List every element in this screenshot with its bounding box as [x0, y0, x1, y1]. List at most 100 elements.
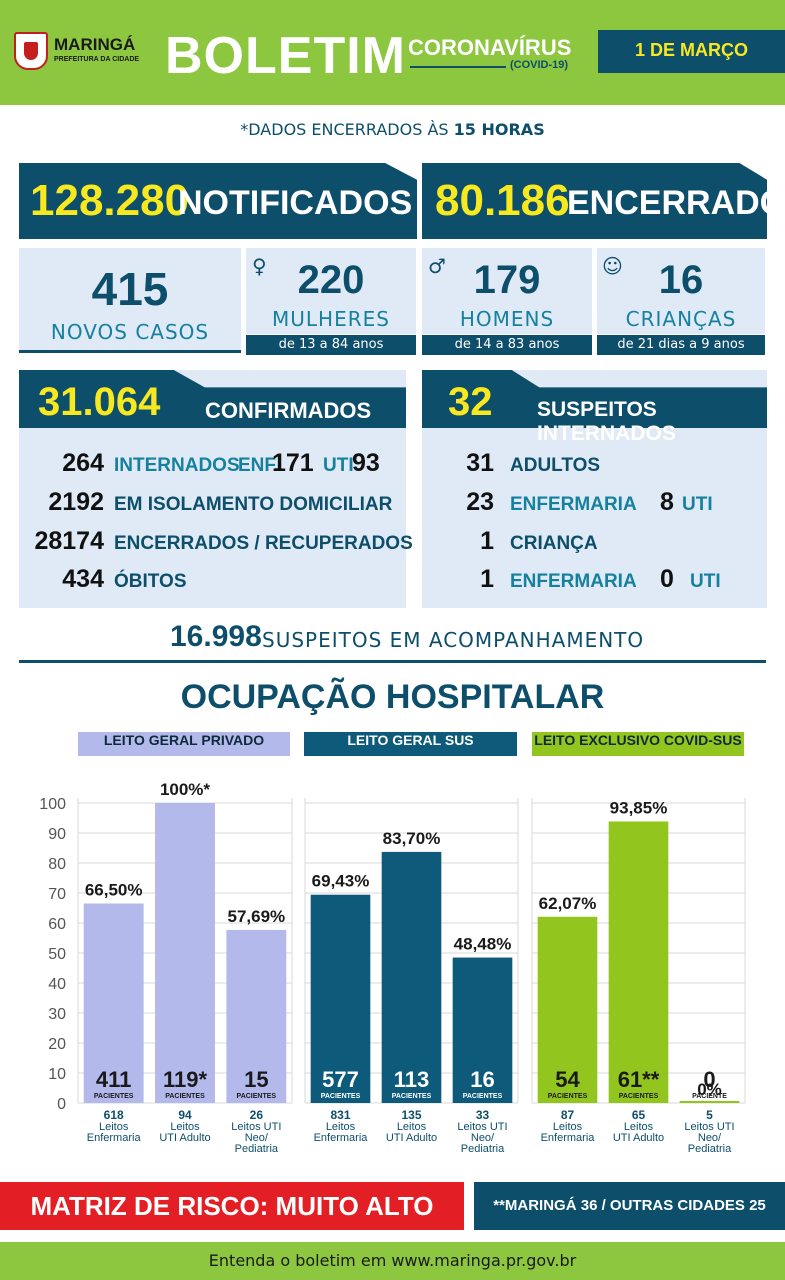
women-card: [246, 248, 416, 334]
isolation-number: 2192: [48, 488, 104, 516]
bulletin-title: BOLETIM: [165, 27, 406, 85]
children-number: 16: [658, 258, 704, 302]
closed-banner: [422, 163, 767, 239]
women-age-range: de 13 a 84 anos: [246, 335, 416, 355]
y-tick-label: 60: [48, 916, 66, 933]
child-ward-label: ENFERMARIA: [510, 571, 637, 592]
adult-icu-number: 8: [660, 488, 674, 516]
men-card: [422, 248, 592, 334]
bar-patients-number: 577: [322, 1067, 359, 1092]
bar: [226, 929, 287, 1103]
new-cases-underline: [19, 350, 241, 353]
bar: [537, 916, 598, 1103]
men-number: 179: [473, 258, 541, 302]
bar-value-label: 62,07%: [539, 894, 597, 913]
men-label: HOMENS: [459, 307, 555, 331]
x-category-label: UTI Adulto: [386, 1132, 437, 1144]
y-tick-label: 100: [39, 796, 66, 813]
x-category-label: UTI Adulto: [159, 1132, 210, 1144]
child-icu-label: UTI: [690, 571, 721, 592]
man-icon: ♂: [428, 254, 446, 278]
closed-number: 80.186: [435, 176, 570, 225]
bar-patients-number: 16: [470, 1067, 494, 1092]
bar: [310, 894, 371, 1103]
x-category-label: Leitos: [170, 1121, 200, 1133]
child-number: 1: [480, 527, 494, 555]
bar-patients-label: PACIENTES: [94, 1093, 134, 1100]
bar-patients-label: PACIENTE: [692, 1093, 727, 1100]
x-category-label: 33: [476, 1108, 490, 1122]
data-cutoff-note: *DADOS ENCERRADOS ÀS 15 HORAS: [0, 120, 785, 139]
y-tick-label: 90: [48, 826, 66, 843]
men-age-range: de 14 a 83 anos: [422, 335, 592, 355]
suspects-number: 32: [448, 380, 493, 424]
bar-patients-label: PACIENTES: [165, 1093, 205, 1100]
x-category-label: 94: [178, 1108, 192, 1122]
adults-label: ADULTOS: [510, 455, 601, 476]
x-category-label: 65: [632, 1108, 646, 1122]
x-category-label: Leitos: [326, 1121, 356, 1133]
bar-value-label: 0%: [697, 1080, 722, 1099]
icu-number: 93: [352, 449, 380, 477]
bar-value-label: 100%*: [160, 780, 210, 799]
occupation-title: OCUPAÇÃO HOSPITALAR: [180, 678, 605, 716]
icu-label: UTI: [323, 455, 354, 476]
y-tick-label: 70: [48, 886, 66, 903]
new-cases-number: 415: [91, 263, 169, 315]
x-category-label: Pediatria: [461, 1143, 505, 1155]
x-category-label: Leitos UTI: [457, 1121, 507, 1133]
confirmed-number: 31.064: [38, 380, 161, 424]
followup-number: 16.998: [170, 620, 262, 653]
notified-banner: [19, 163, 417, 239]
bar-value-label: 93,85%: [610, 798, 668, 817]
risk-matrix-banner: MATRIZ DE RISCO: MUITO ALTO: [0, 1182, 464, 1230]
y-tick-label: 0: [57, 1096, 66, 1113]
bar-value-label: 83,70%: [383, 829, 441, 848]
bar-value-label: 66,50%: [85, 881, 143, 900]
notified-number: 128.280: [30, 176, 190, 225]
bar-patients-label: PACIENTES: [463, 1093, 503, 1100]
bar-value-label: 69,43%: [312, 872, 370, 891]
children-age-range: de 21 dias a 9 anos: [597, 335, 765, 355]
x-category-label: Enfermaria: [87, 1132, 142, 1144]
women-label: MULHERES: [272, 307, 390, 331]
children-card: [597, 248, 765, 334]
x-category-label: 87: [561, 1108, 575, 1122]
child-icu-number: 0: [660, 565, 674, 593]
x-category-label: Leitos UTI: [684, 1121, 734, 1133]
x-category-label: Neo/: [471, 1132, 495, 1144]
hospitalized-label: INTERNADOS: [114, 455, 240, 476]
confirmed-label: CONFIRMADOS: [205, 398, 372, 423]
bar: [381, 851, 442, 1103]
bar-patients-number: 61**: [618, 1067, 660, 1092]
y-tick-label: 10: [48, 1066, 66, 1083]
bar-patients-label: PACIENTES: [548, 1093, 588, 1100]
x-category-label: Enfermaria: [314, 1132, 369, 1144]
deaths-label: ÓBITOS: [114, 571, 187, 592]
recovered-number: 28174: [34, 527, 104, 555]
bar-patients-number: 411: [96, 1067, 132, 1092]
bulletin-date: 1 DE MARÇO: [634, 40, 748, 60]
new-cases-card: [19, 248, 241, 352]
city-name: MARINGÁ: [54, 35, 136, 54]
note-prefix: *DADOS ENCERRADOS ÀS: [240, 120, 449, 139]
y-tick-label: 30: [48, 1006, 66, 1023]
x-category-label: Enfermaria: [541, 1132, 596, 1144]
footer-link-text: Entenda o boletim em www.maringa.pr.gov.…: [0, 1242, 785, 1280]
baby-icon: ☺: [602, 254, 623, 278]
bar-value-label: 48,48%: [454, 935, 512, 954]
isolation-label: EM ISOLAMENTO DOMICILIAR: [114, 494, 393, 515]
x-category-label: Leitos: [553, 1121, 583, 1133]
x-category-label: Leitos: [99, 1121, 129, 1133]
x-category-label: 26: [250, 1108, 264, 1122]
bar: [83, 903, 144, 1103]
women-number: 220: [297, 258, 365, 302]
bar-patients-number: 119*: [163, 1067, 207, 1092]
group-covid-header: LEITO EXCLUSIVO COVID-SUS: [532, 732, 744, 756]
x-category-label: Leitos: [397, 1121, 427, 1133]
followup-label: SUSPEITOS EM ACOMPANHAMENTO: [262, 628, 645, 652]
icu-origin-note: **MARINGÁ 36 / OUTRAS CIDADES 25: [474, 1182, 785, 1230]
occupancy-chart: 010203040506070809010066,50%411PACIENTES…: [39, 780, 746, 1155]
hospitalized-number: 264: [62, 449, 104, 477]
date-box: [598, 30, 785, 73]
